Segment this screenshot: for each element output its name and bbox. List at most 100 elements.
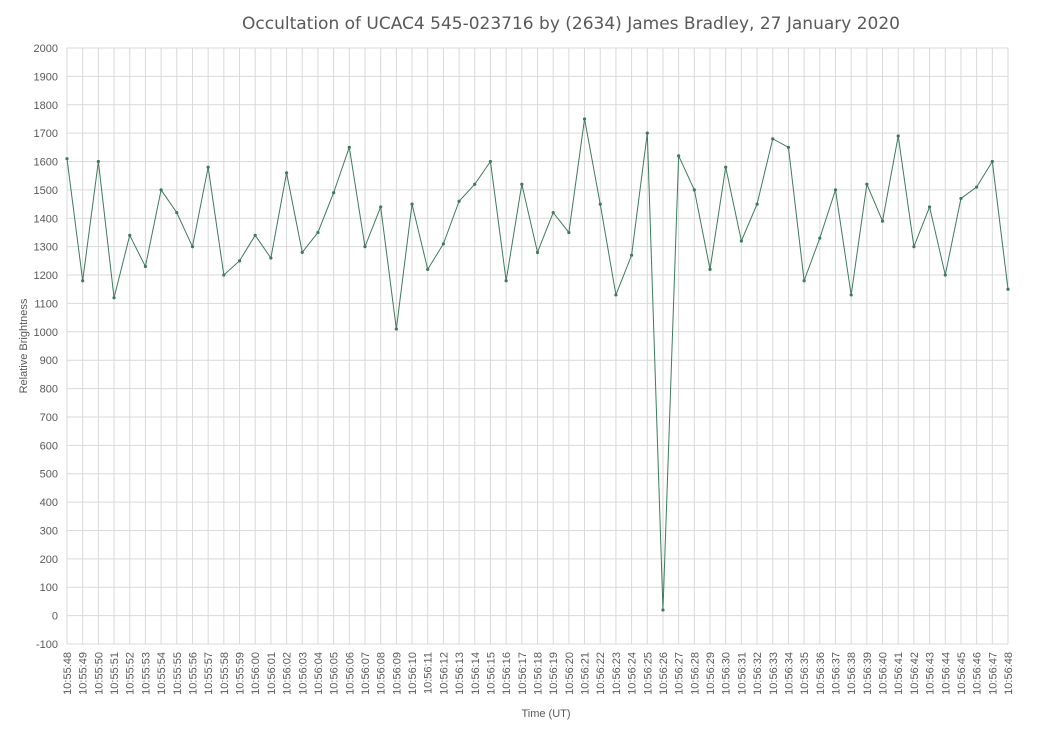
- y-tick-label: 300: [40, 525, 58, 537]
- x-tick-label: 10:56:25: [642, 652, 654, 695]
- x-tick-label: 10:56:20: [564, 652, 576, 695]
- y-tick-label: 2000: [34, 43, 58, 55]
- y-tick-label: 1400: [34, 213, 58, 225]
- y-tick-label: 900: [40, 355, 58, 367]
- data-point: [598, 202, 602, 206]
- data-point: [473, 182, 477, 186]
- x-tick-label: 10:56:30: [721, 652, 733, 695]
- x-tick-label: 10:56:14: [470, 652, 482, 695]
- x-tick-label: 10:56:24: [627, 652, 639, 695]
- x-tick-label: 10:56:28: [689, 652, 701, 695]
- x-tick-label: 10:56:38: [846, 652, 858, 695]
- data-point: [927, 205, 932, 209]
- x-tick-label: 10:55:54: [156, 652, 168, 695]
- data-point: [1006, 287, 1010, 291]
- x-tick-label: 10:56:40: [878, 652, 890, 695]
- data-point: [880, 219, 885, 223]
- x-tick-label: 10:56:33: [768, 652, 780, 695]
- x-tick-label: 10:56:12: [438, 652, 450, 695]
- y-axis-title: Relative Brightness: [18, 298, 30, 393]
- x-tick-label: 10:56:21: [580, 652, 592, 695]
- data-point: [379, 205, 383, 209]
- x-tick-label: 10:56:06: [344, 652, 356, 695]
- x-tick-label: 10:56:03: [297, 652, 309, 695]
- data-point: [943, 273, 947, 277]
- data-point: [347, 145, 351, 149]
- x-axis-title: Time (UT): [521, 708, 570, 720]
- data-point: [975, 185, 979, 189]
- y-tick-label: 1700: [34, 128, 58, 140]
- x-tick-label: 10:56:46: [972, 652, 984, 695]
- data-point: [457, 199, 461, 203]
- data-point: [567, 230, 571, 235]
- data-point: [269, 256, 273, 260]
- data-point: [441, 242, 445, 246]
- x-tick-label: 10:56:04: [313, 652, 325, 695]
- x-tick-label: 10:56:45: [956, 652, 968, 695]
- x-tick-label: 10:56:37: [830, 652, 842, 695]
- data-point: [128, 233, 132, 237]
- x-tick-label: 10:56:48: [1003, 652, 1015, 695]
- y-tick-label: 100: [40, 582, 58, 594]
- x-tick-label: 10:55:52: [125, 652, 137, 695]
- y-tick-label: 1100: [34, 298, 58, 310]
- data-point: [488, 159, 493, 164]
- data-point: [504, 279, 508, 283]
- y-tick-label: 600: [40, 440, 58, 452]
- y-axis-ticks: -100 0 100 200 300 400 500 600 700 800 900 1000 1100…: [34, 43, 58, 651]
- data-point: [159, 188, 163, 192]
- data-point: [833, 188, 838, 192]
- y-tick-label: 500: [40, 469, 58, 481]
- x-tick-label: 10:56:18: [533, 652, 545, 695]
- data-point: [959, 196, 963, 201]
- data-point: [786, 145, 791, 149]
- x-tick-label: 10:55:55: [172, 652, 184, 695]
- data-point: [96, 159, 100, 164]
- data-point: [284, 171, 289, 175]
- y-tick-label: 800: [40, 384, 58, 396]
- data-point: [724, 165, 728, 169]
- data-point: [222, 273, 226, 277]
- x-tick-label: 10:56:17: [517, 652, 529, 695]
- x-tick-label: 10:56:13: [454, 652, 466, 695]
- data-series: [65, 117, 1010, 612]
- data-point: [520, 182, 524, 186]
- data-point: [410, 202, 414, 206]
- data-point: [582, 117, 587, 121]
- x-tick-label: 10:56:07: [360, 652, 372, 695]
- data-point: [771, 137, 775, 141]
- data-point: [865, 182, 869, 186]
- data-point: [614, 293, 618, 297]
- x-tick-label: 10:56:01: [266, 652, 278, 695]
- data-point: [175, 211, 179, 215]
- x-tick-label: 10:56:22: [595, 652, 607, 695]
- x-tick-label: 10:56:35: [799, 652, 811, 695]
- data-point: [692, 188, 696, 192]
- x-tick-label: 10:55:57: [203, 652, 215, 695]
- x-tick-label: 10:56:10: [407, 652, 419, 695]
- data-point: [677, 154, 681, 158]
- x-tick-label: 10:56:05: [329, 652, 341, 695]
- y-tick-label: 0: [52, 611, 58, 623]
- data-point: [237, 259, 242, 263]
- data-point: [739, 239, 743, 243]
- x-tick-label: 10:55:59: [235, 652, 247, 695]
- y-tick-label: 1600: [34, 157, 58, 169]
- x-tick-label: 10:55:50: [93, 652, 105, 695]
- chart-title: Occultation of UCAC4 545-023716 by (2634…: [242, 14, 900, 34]
- x-tick-label: 10:56:32: [752, 652, 764, 695]
- data-point: [849, 293, 853, 297]
- y-tick-label: 1200: [34, 270, 58, 282]
- x-tick-label: 10:56:02: [282, 652, 294, 695]
- x-tick-label: 10:55:58: [219, 652, 231, 695]
- x-tick-label: 10:56:39: [862, 652, 874, 695]
- data-point: [316, 230, 320, 235]
- data-point: [206, 165, 210, 169]
- y-tick-label: 1900: [34, 71, 58, 83]
- data-point: [818, 236, 822, 240]
- data-point: [426, 267, 430, 271]
- x-tick-label: 10:56:42: [909, 652, 921, 695]
- x-tick-label: 10:56:34: [783, 652, 795, 695]
- data-point: [81, 279, 85, 283]
- x-tick-label: 10:56:27: [674, 652, 686, 695]
